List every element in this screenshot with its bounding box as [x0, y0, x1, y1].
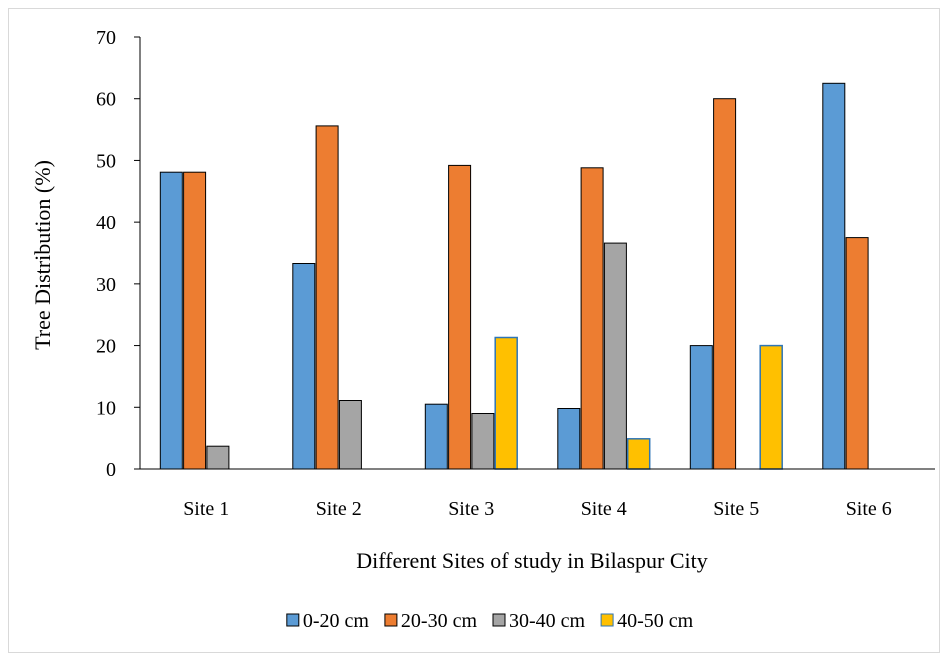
bar-20-30-cm-site-5	[713, 98, 737, 470]
x-tick-label: Site 2	[316, 498, 362, 520]
legend-swatch	[286, 613, 300, 627]
bar-30-40-cm-site-2	[338, 400, 362, 470]
legend-label: 20-30 cm	[401, 610, 478, 632]
y-tick-label: 30	[96, 274, 116, 296]
bar-30-40-cm-site-1	[206, 445, 230, 470]
x-tick-label: Site 3	[448, 498, 494, 520]
y-tick-label: 70	[96, 27, 116, 49]
bar-40-50-cm-site-5	[759, 344, 783, 470]
y-tick-label: 60	[96, 89, 116, 111]
bar-20-30-cm-site-6	[845, 237, 869, 470]
bar-30-40-cm-site-4	[603, 242, 627, 470]
bar-0-20-cm-site-5	[689, 345, 713, 470]
legend-item: 20-30 cm	[384, 610, 478, 632]
bar-20-30-cm-site-4	[580, 167, 604, 470]
x-axis-title: Different Sites of study in Bilaspur Cit…	[356, 548, 708, 573]
bar-40-50-cm-site-3	[494, 336, 518, 470]
bar-0-20-cm-site-3	[424, 403, 448, 470]
legend-item: 40-50 cm	[600, 610, 694, 632]
bar-0-20-cm-site-6	[822, 82, 846, 470]
y-tick-label: 10	[96, 397, 116, 419]
x-tick-label: Site 6	[846, 498, 892, 520]
legend-swatch	[600, 613, 614, 627]
x-axis: Site 1 Site 2 Site 3 Site 4 Site 5 Site 6	[140, 468, 935, 520]
y-tick-label: 20	[96, 336, 116, 358]
y-axis: 0 10 20 30 40 50 60 70	[96, 27, 141, 481]
x-tick-label: Site 5	[713, 498, 759, 520]
legend-item: 30-40 cm	[492, 610, 586, 632]
y-axis-title: Tree Distribution (%)	[30, 160, 55, 350]
bar-0-20-cm-site-2	[292, 263, 316, 470]
x-tick-label: Site 4	[581, 498, 627, 520]
bar-20-30-cm-site-1	[183, 171, 207, 470]
legend-swatch	[492, 613, 506, 627]
bar-20-30-cm-site-2	[315, 125, 339, 470]
y-tick-label: 40	[96, 212, 116, 234]
legend-label: 40-50 cm	[617, 610, 694, 632]
bar-0-20-cm-site-4	[557, 408, 581, 470]
bar-0-20-cm-site-1	[159, 171, 183, 470]
x-tick-label: Site 1	[183, 498, 229, 520]
legend-swatch	[384, 613, 398, 627]
legend-label: 0-20 cm	[303, 610, 370, 632]
legend-label: 30-40 cm	[509, 610, 586, 632]
legend-item: 0-20 cm	[286, 610, 370, 632]
bars-layer	[159, 82, 869, 470]
bar-20-30-cm-site-3	[448, 164, 472, 470]
bar-40-50-cm-site-4	[626, 438, 651, 470]
bar-30-40-cm-site-3	[471, 413, 495, 470]
legend: 0-20 cm 20-30 cm 30-40 cm 40-50 cm	[286, 610, 694, 632]
y-tick-label: 50	[96, 150, 116, 172]
y-tick-label: 0	[106, 459, 116, 481]
